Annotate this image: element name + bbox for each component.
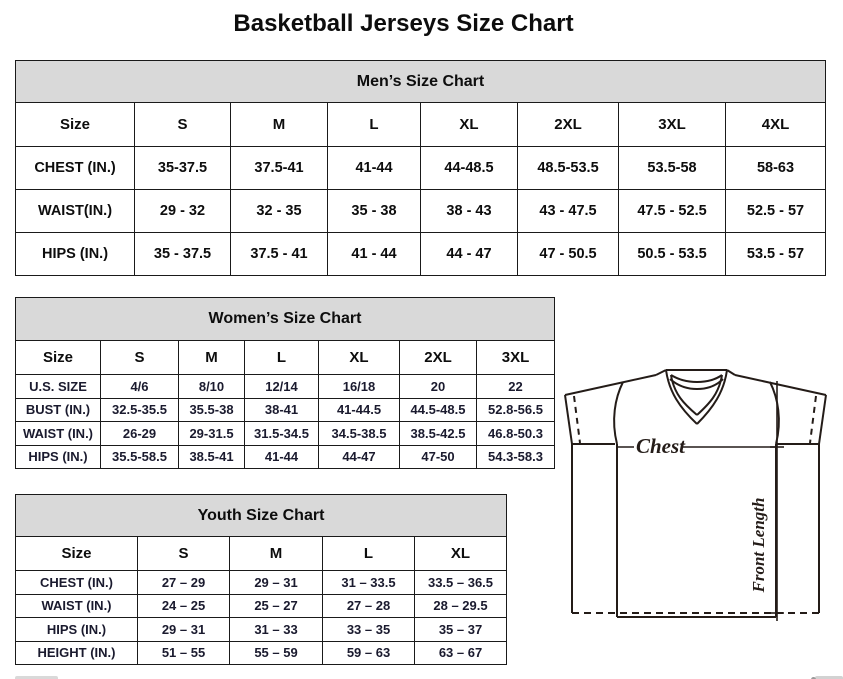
- svg-text:Front Length: Front Length: [749, 498, 768, 594]
- svg-text:Chest: Chest: [636, 434, 686, 458]
